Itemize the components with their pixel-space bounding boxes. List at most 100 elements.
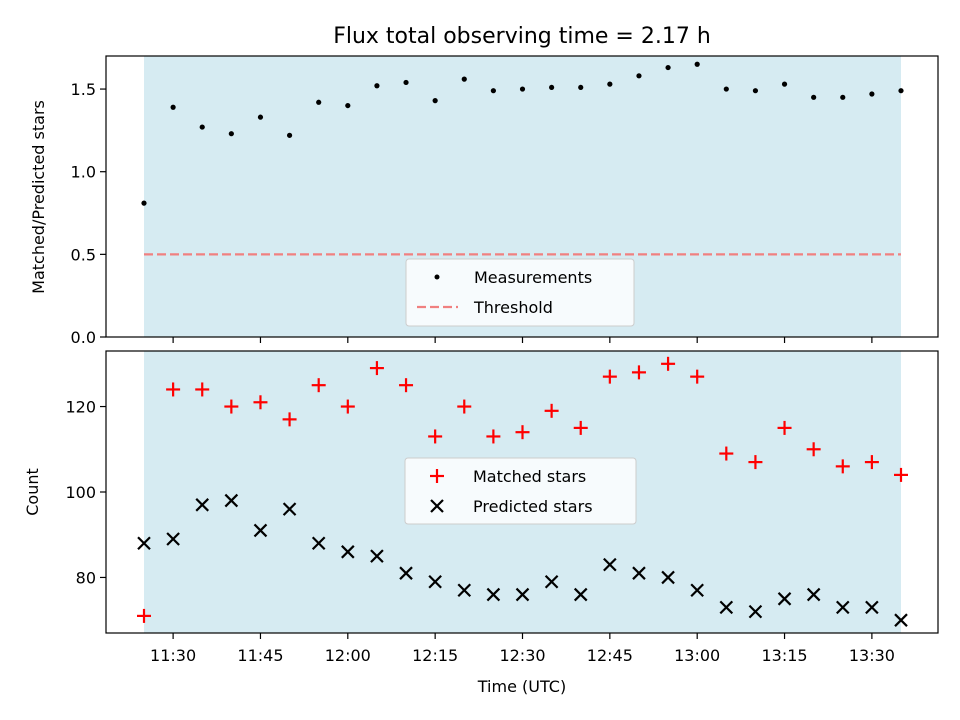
matched-star-point: [544, 403, 559, 418]
top-points: [141, 61, 904, 206]
matched-star-point: [137, 608, 151, 623]
measurement-point: [170, 104, 176, 110]
measurement-point: [461, 76, 467, 82]
measurement-point: [898, 88, 904, 94]
matched-star-point: [806, 442, 821, 457]
measurement-point: [519, 86, 526, 92]
x-tick-label: 11:45: [237, 646, 283, 665]
measurement-point: [607, 81, 613, 87]
top-legend: Measurements Threshold: [405, 258, 635, 327]
matched-star-point: [369, 361, 384, 376]
matched-star-point: [777, 420, 792, 435]
matched-star-point: [486, 429, 501, 444]
matched-star-point: [690, 369, 705, 384]
predicted-star-point: [166, 532, 180, 546]
predicted-star-point: [224, 493, 239, 508]
bottom-legend: Matched stars Predicted stars: [404, 457, 637, 525]
y-tick-label: 1.0: [71, 163, 96, 182]
predicted-star-point: [486, 587, 501, 602]
measurement-point: [286, 132, 293, 138]
matched-star-point: [195, 382, 210, 397]
x-axis-label: Time (UTC): [477, 677, 566, 696]
predicted-star-point: [137, 536, 151, 551]
predicted-star-point: [253, 523, 268, 538]
predicted-star-point: [457, 583, 472, 598]
matched-star-point: [894, 467, 908, 482]
matched-star-point: [515, 425, 530, 440]
predicted-star-point: [719, 600, 734, 615]
matched-star-point: [282, 412, 297, 427]
y-tick-label: 1.5: [71, 80, 96, 99]
y-tick-label: 0.0: [71, 328, 96, 347]
legend-matched-label: Matched stars: [473, 467, 586, 486]
measurement-point: [694, 61, 700, 67]
matched-star-point: [602, 369, 617, 384]
predicted-star-point: [428, 574, 442, 589]
measurement-point: [490, 88, 496, 94]
matched-star-point: [631, 365, 646, 380]
matched-star-point: [253, 395, 268, 410]
bottom-legend-box: [404, 457, 637, 525]
measurement-point: [432, 98, 438, 104]
matched-star-point: [661, 356, 676, 371]
matched-star-point: [864, 455, 879, 470]
measurement-point: [811, 94, 817, 100]
matched-star-point: [311, 378, 326, 393]
legend-matched-marker: [430, 469, 444, 483]
predicted-star-point: [544, 574, 559, 589]
y-tick-label: 100: [65, 483, 96, 502]
predicted-star-point: [515, 587, 530, 602]
measurement-point: [665, 64, 671, 71]
measurement-point: [403, 79, 409, 86]
predicted-star-point: [806, 587, 821, 602]
measurement-point: [345, 102, 351, 109]
measurement-point: [781, 81, 788, 87]
bottom-y-axis-label: Count: [23, 468, 42, 516]
y-tick-label: 80: [76, 568, 96, 587]
measurement-point: [199, 124, 205, 130]
predicted-star-point: [690, 583, 704, 598]
top-y-axis-label: Matched/Predicted stars: [29, 100, 48, 294]
legend-predicted-label: Predicted stars: [473, 497, 593, 516]
predicted-star-point: [835, 600, 850, 615]
x-tick-label: 12:30: [499, 646, 545, 665]
measurement-point: [141, 200, 147, 206]
x-tick-label: 13:15: [761, 646, 807, 665]
predicted-star-point: [865, 600, 879, 615]
matched-star-point: [719, 446, 734, 461]
measurement-point: [752, 88, 759, 94]
matched-star-point: [340, 399, 355, 414]
measurement-point: [636, 73, 642, 79]
measurement-point: [723, 86, 729, 92]
measurement-point: [316, 99, 322, 105]
matched-star-point: [428, 429, 443, 444]
matched-star-point: [399, 378, 414, 393]
x-tick-label: 12:15: [412, 646, 458, 665]
matched-star-point: [224, 399, 239, 414]
matched-star-point: [835, 459, 850, 474]
measurement-point: [869, 91, 875, 97]
legend-threshold-label: Threshold: [473, 298, 553, 317]
x-tick-label: 13:00: [674, 646, 720, 665]
matched-star-point: [457, 399, 472, 414]
predicted-star-point: [573, 587, 588, 602]
top-panel: 0.0 0.5 1.0 1.5 Matched/Predicted stars Mea…: [29, 55, 939, 347]
x-tick-label: 13:30: [849, 646, 895, 665]
predicted-star-point: [341, 545, 355, 559]
measurement-point: [257, 114, 264, 120]
bottom-x-ticks: 11:30 11:45 12:00 12:15 12:30 12:45 13:00 13:15…: [150, 633, 895, 665]
matched-star-point: [748, 455, 763, 470]
top-y-ticks: 0.0 0.5 1.0 1.5: [71, 80, 106, 347]
measurement-point: [840, 94, 846, 100]
predicted-star-point: [632, 566, 646, 580]
top-x-ticks: [172, 337, 873, 343]
bottom-y-ticks: 80 100 120: [65, 398, 106, 587]
predicted-star-point: [661, 570, 675, 585]
measurement-point: [228, 131, 234, 137]
x-tick-label: 12:45: [587, 646, 633, 665]
chart-title: Flux total observing time = 2.17 h: [333, 24, 711, 49]
predicted-star-point: [894, 613, 908, 627]
predicted-star-point: [399, 566, 413, 580]
